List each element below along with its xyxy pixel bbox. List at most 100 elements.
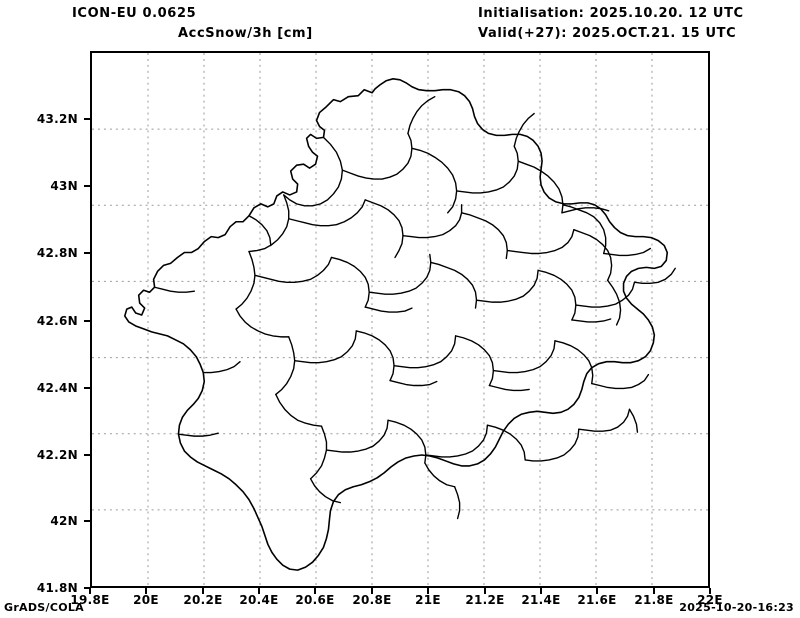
y-tick-mark [84,387,90,389]
x-tick-mark [89,588,91,594]
y-tick-mark [84,587,90,589]
municipality-boundary [453,486,461,520]
y-tick-label-42-8n: 42.8N [36,246,78,260]
field-title: AccSnow/3h [cm] [178,26,313,41]
x-tick-label-21e: 21E [415,593,441,607]
municipality-boundary [254,256,333,283]
x-tick-label-20-2e: 20.2E [183,593,223,607]
municipality-boundary [430,261,478,309]
x-tick-label-20-4e: 20.4E [239,593,279,607]
x-tick-mark [258,588,260,594]
y-tick-mark [84,118,90,120]
municipality-boundary [389,379,438,387]
municipality-boundary [575,281,636,308]
municipality-boundary [513,112,535,147]
render-timestamp: 2025-10-20-16:23 [679,601,794,614]
municipality-boundary [275,336,296,396]
x-tick-mark [596,588,598,594]
model-title: ICON-EU 0.0625 [72,6,197,21]
y-tick-mark [84,185,90,187]
gridlines [92,53,708,586]
municipality-boundary [606,279,622,326]
municipality-boundary [554,340,594,385]
x-tick-mark [371,588,373,594]
initialisation-time: Initialisation: 2025.10.20. 12 UTC [478,6,744,21]
x-tick-label-21-6e: 21.6E [577,593,617,607]
x-tick-mark [427,588,429,594]
x-tick-label-21-2e: 21.2E [465,593,505,607]
municipality-boundary [425,424,489,458]
municipality-boundary [368,253,432,295]
municipality-boundary [524,428,580,462]
municipality-boundary [393,335,457,369]
y-tick-mark [84,320,90,322]
administrative-boundaries [123,78,676,571]
y-tick-label-41-8n: 41.8N [36,581,78,595]
y-tick-label-43-2n: 43.2N [36,112,78,126]
municipality-boundary [561,207,610,214]
x-tick-mark [202,588,204,594]
municipality-boundary [475,269,539,303]
municipality-boundary [571,318,612,323]
x-tick-label-22e: 22E [697,593,723,607]
x-tick-mark [540,588,542,594]
municipality-boundary [424,462,456,488]
x-tick-mark [314,588,316,594]
x-tick-label-19-8e: 19.8E [70,593,110,607]
municipality-boundary [486,424,526,461]
municipality-boundary [325,419,389,453]
municipality-boundary [293,330,357,364]
municipality-boundary [341,132,413,180]
municipality-boundary [460,212,508,260]
national-border [123,78,669,571]
municipality-boundary [537,269,577,321]
map-canvas [92,53,708,586]
y-tick-mark [84,454,90,456]
municipality-boundary [248,215,272,247]
x-tick-mark [709,588,711,594]
municipality-boundary [275,393,323,427]
valid-time: Valid(+27): 2025.OCT.21. 15 UTC [478,26,737,41]
municipality-boundary [309,425,328,480]
municipality-boundary [633,267,676,284]
municipality-boundary [330,256,370,308]
municipality-boundary [573,228,613,281]
municipality-boundary [411,147,458,214]
municipality-boundary [364,199,404,259]
municipality-boundary [309,478,342,504]
municipality-boundary [283,136,344,207]
x-tick-label-20-8e: 20.8E [352,593,392,607]
x-tick-label-21-4e: 21.4E [521,593,561,607]
y-tick-label-42-4n: 42.4N [36,381,78,395]
municipality-boundary [355,330,395,382]
municipality-boundary [235,250,256,310]
municipality-boundary [364,306,413,313]
municipality-boundary [202,360,241,374]
municipality-boundary [506,228,575,255]
municipality-boundary [455,145,519,194]
municipality-boundary [578,408,631,432]
municipality-boundary [407,95,436,135]
municipality-boundary [153,286,196,293]
municipality-boundary [454,335,495,387]
municipality-boundary [488,384,530,392]
software-credit: GrADS/COLA [4,601,84,614]
municipality-boundary [402,204,463,239]
y-tick-mark [84,252,90,254]
x-tick-mark [484,588,486,594]
municipality-boundary [562,204,607,255]
municipality-boundary [235,308,290,338]
y-tick-label-42-2n: 42.2N [36,448,78,462]
y-tick-label-43n: 43N [50,179,78,193]
y-tick-mark [84,520,90,522]
municipality-boundary [628,408,639,433]
y-tick-label-42-6n: 42.6N [36,314,78,328]
municipality-boundary [387,419,427,464]
municipality-boundary [177,432,219,437]
municipality-boundary [288,199,366,227]
map-plot-frame [90,51,710,588]
x-tick-mark [653,588,655,594]
x-tick-label-20e: 20E [133,593,159,607]
x-tick-mark [145,588,147,594]
municipality-boundary [517,160,564,214]
